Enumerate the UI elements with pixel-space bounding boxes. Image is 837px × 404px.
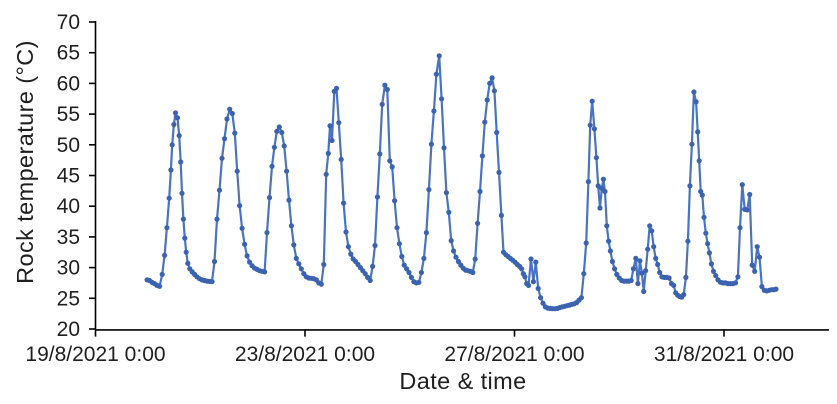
svg-text:23/8/2021 0:00: 23/8/2021 0:00	[235, 343, 375, 366]
svg-text:35: 35	[57, 226, 80, 249]
svg-text:20: 20	[57, 318, 80, 341]
svg-text:27/8/2021 0:00: 27/8/2021 0:00	[444, 343, 584, 366]
svg-text:60: 60	[57, 72, 80, 95]
svg-text:55: 55	[57, 103, 80, 126]
svg-text:Rock temperature (°C): Rock temperature (°C)	[12, 40, 38, 284]
svg-text:25: 25	[57, 287, 80, 310]
svg-text:50: 50	[57, 134, 80, 157]
svg-text:31/8/2021 0:00: 31/8/2021 0:00	[654, 343, 794, 366]
svg-text:30: 30	[57, 257, 80, 280]
svg-text:40: 40	[57, 195, 80, 218]
svg-text:70: 70	[57, 11, 80, 34]
svg-text:19/8/2021 0:00: 19/8/2021 0:00	[25, 343, 165, 366]
svg-text:45: 45	[57, 165, 80, 188]
svg-text:Date & time: Date & time	[399, 368, 526, 394]
svg-text:65: 65	[57, 42, 80, 65]
